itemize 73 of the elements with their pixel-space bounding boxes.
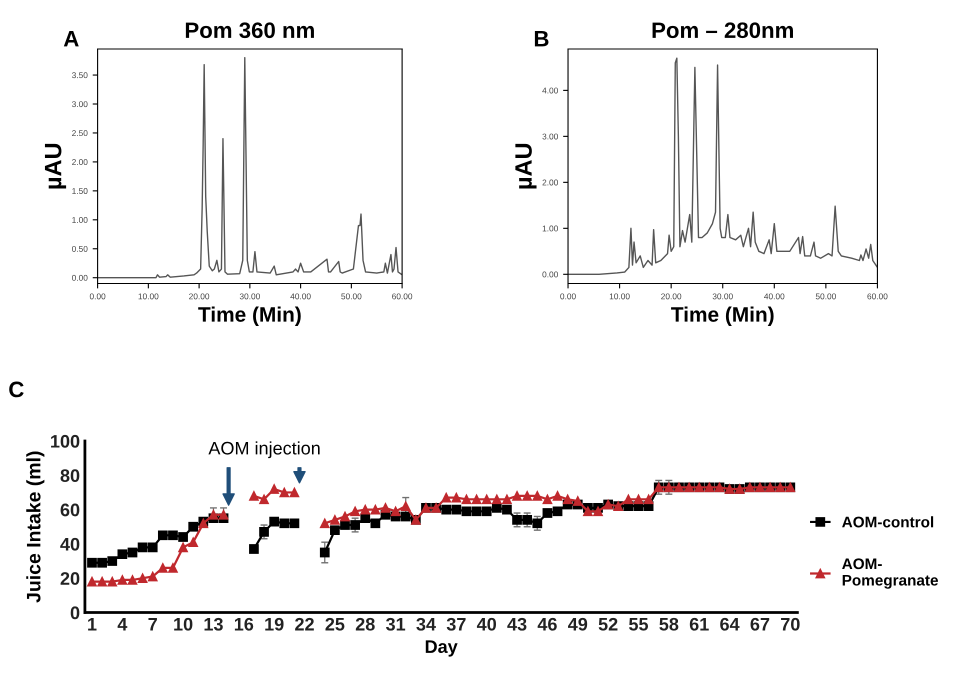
x-tick-label: 13 [204,618,223,631]
x-tick-label: 55 [629,618,648,631]
legend-label: AOM- Pomegranate [842,558,938,589]
line-series [568,58,878,275]
y-tick-label: 1.00 [72,217,88,223]
y-tick-label: 40 [60,538,80,551]
y-tick-label: 4.00 [542,88,558,94]
x-axis-title: Time (Min) [671,306,774,326]
x-tick-label: 64 [720,618,740,631]
x-tick-label: 1 [88,618,97,630]
x-tick-label: 37 [446,618,466,631]
x-tick-label: 58 [659,618,678,631]
y-tick-label: 3.00 [72,101,88,108]
x-tick-label: 49 [568,618,588,631]
x-axis-title: Time (Min) [198,306,301,326]
x-tick-label: 28 [356,618,375,631]
x-tick-label: 22 [295,618,314,630]
line-series [98,56,402,278]
y-tick-label: 1.00 [542,226,558,232]
x-tick-label: 0.00 [90,293,106,300]
x-tick-label: 40 [476,618,496,631]
y-tick-label: 20 [60,572,80,585]
x-tick-label: 7 [148,618,157,630]
x-tick-label: 10.00 [138,293,158,300]
x-tick-label: 60.00 [867,293,888,300]
x-tick-label: 0.00 [560,293,576,300]
x-tick-label: 10.00 [610,293,630,300]
x-tick-label: 46 [538,618,557,631]
y-axis-title: µAU [44,144,66,189]
y-tick-label: 1.50 [72,188,88,194]
y-tick-label: 3.00 [542,134,558,140]
y-tick-label: 60 [60,504,80,516]
y-tick-label: 100 [51,434,80,448]
x-tick-label: 25 [325,618,344,631]
y-axis-title: µAU [515,144,537,189]
x-tick-label: 43 [507,618,526,631]
x-tick-label: 10 [174,618,192,631]
x-tick-label: 50.00 [341,293,362,300]
text: A [64,31,79,46]
chart-title: Pom 360 nm [186,22,314,38]
x-tick-label: 30.00 [240,293,260,300]
y-tick-label: 2.50 [72,130,88,136]
chart-title: Pom – 280nm [652,22,793,38]
y-tick-label: 2.00 [72,159,88,166]
x-tick-label: 30.00 [712,293,733,300]
x-tick-label: 67 [750,618,770,631]
x-tick-label: 40.00 [290,293,311,300]
y-tick-label: 0.00 [542,272,558,278]
y-tick-label: 0.50 [72,246,88,252]
x-tick-label: 70 [781,618,800,631]
y-tick-label: 80 [60,469,80,482]
x-axis-title: Day [426,640,458,657]
text: C [9,382,24,398]
y-tick-label: 0 [70,606,80,620]
x-tick-label: 61 [690,618,709,631]
x-tick-label: 16 [234,618,254,631]
annotation: AOM injection [208,441,320,458]
x-tick-label: 4 [118,618,128,630]
y-tick-label: 3.50 [72,72,88,78]
legend-label: AOM-control [842,516,934,528]
x-tick-label: 19 [265,618,284,631]
y-axis-title: Juice Intake (ml) [26,452,44,603]
x-tick-label: 60.00 [392,293,412,300]
x-tick-label: 34 [416,618,436,631]
x-tick-label: 20.00 [661,293,682,300]
x-tick-label: 50.00 [816,293,836,300]
x-tick-label: 40.00 [764,293,784,300]
y-tick-label: 0.00 [72,274,88,281]
text: B [534,31,548,46]
y-tick-label: 2.00 [542,180,558,186]
x-tick-label: 52 [598,618,618,631]
x-tick-label: 31 [386,618,406,631]
x-tick-label: 20.00 [189,293,210,300]
